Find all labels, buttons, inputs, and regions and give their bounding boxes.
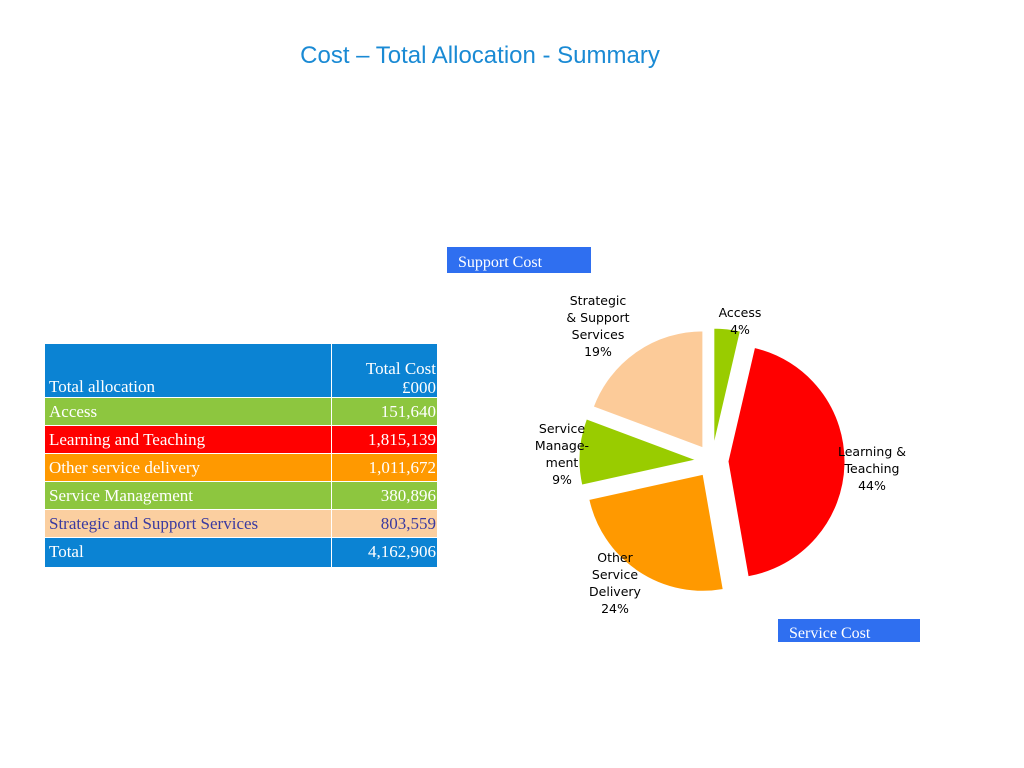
pie-slice-label: Service Manage-ment 9% (535, 421, 589, 487)
total-label: Total (44, 537, 332, 568)
row-label: Other service delivery (44, 453, 332, 482)
support-cost-tag: Support Cost (447, 247, 591, 273)
table-total-row: Total 4,162,906 (44, 537, 438, 568)
pie-slice (578, 418, 698, 486)
pie-slice (588, 473, 724, 592)
total-value: 4,162,906 (331, 537, 438, 568)
table-header-row: Total allocation Total Cost £000 (44, 343, 438, 398)
service-cost-tag: Service Cost (778, 619, 920, 642)
table-row: Service Management 380,896 (44, 481, 438, 510)
header-total-cost: Total Cost £000 (331, 343, 438, 398)
row-value: 1,815,139 (331, 425, 438, 454)
header-total-cost-unit: £000 (402, 378, 436, 397)
pie-slice (592, 330, 704, 449)
table-row: Access 151,640 (44, 397, 438, 426)
row-label: Service Management (44, 481, 332, 510)
pie-slice (727, 346, 846, 578)
header-total-cost-line1: Total Cost (365, 359, 436, 378)
row-label: Access (44, 397, 332, 426)
row-label: Learning and Teaching (44, 425, 332, 454)
row-value: 151,640 (331, 397, 438, 426)
allocation-table: Total allocation Total Cost £000 Access 1… (44, 343, 438, 568)
table-row: Other service delivery 1,011,672 (44, 453, 438, 482)
pie-slice-label: Strategic & Support Services 19% (566, 293, 629, 359)
pie-slice-label: Access 4% (719, 305, 762, 337)
pie-slice (713, 327, 741, 446)
header-total-allocation: Total allocation (44, 343, 332, 398)
row-value: 1,011,672 (331, 453, 438, 482)
page-title: Cost – Total Allocation - Summary (300, 42, 660, 69)
table-row: Learning and Teaching 1,815,139 (44, 425, 438, 454)
pie-slice-label: Learning & Teaching 44% (838, 444, 906, 493)
row-value: 380,896 (331, 481, 438, 510)
row-value: 803,559 (331, 509, 438, 538)
pie-slice-label: Other Service Delivery 24% (589, 550, 641, 616)
